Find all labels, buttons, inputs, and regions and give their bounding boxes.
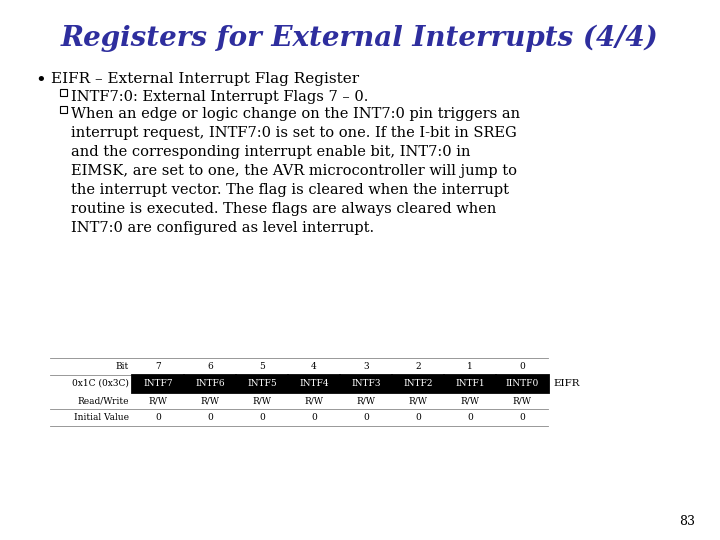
Text: INTF4: INTF4 <box>300 379 329 388</box>
Text: Initial Value: Initial Value <box>74 413 129 422</box>
Text: 0x1C (0x3C): 0x1C (0x3C) <box>72 379 129 388</box>
Bar <box>60 89 67 96</box>
Text: R/W: R/W <box>200 396 220 405</box>
Text: INTF7:0: External Interrupt Flags 7 – 0.: INTF7:0: External Interrupt Flags 7 – 0. <box>71 90 369 104</box>
Text: INTF3: INTF3 <box>351 379 381 388</box>
Text: R/W: R/W <box>148 396 168 405</box>
Text: 3: 3 <box>363 362 369 371</box>
Bar <box>132 375 548 392</box>
Text: 0: 0 <box>415 413 421 422</box>
Text: R/W: R/W <box>253 396 271 405</box>
Text: 0: 0 <box>311 413 317 422</box>
Text: 7: 7 <box>155 362 161 371</box>
Text: 6: 6 <box>207 362 213 371</box>
Text: Read/Write: Read/Write <box>78 396 129 405</box>
Text: 0: 0 <box>519 362 525 371</box>
Text: 0: 0 <box>363 413 369 422</box>
Text: EIFR: EIFR <box>553 379 580 388</box>
Text: 0: 0 <box>467 413 473 422</box>
Text: 0: 0 <box>259 413 265 422</box>
Text: 0: 0 <box>207 413 213 422</box>
Text: 0: 0 <box>155 413 161 422</box>
Bar <box>288 375 340 392</box>
Text: INTF7: INTF7 <box>143 379 173 388</box>
Text: INTF5: INTF5 <box>247 379 277 388</box>
Bar <box>340 375 392 392</box>
Text: INTF1: INTF1 <box>455 379 485 388</box>
Text: Registers for External Interrupts (4/4): Registers for External Interrupts (4/4) <box>61 25 659 52</box>
Text: R/W: R/W <box>408 396 428 405</box>
Text: 4: 4 <box>311 362 317 371</box>
Bar <box>496 375 548 392</box>
Text: 2: 2 <box>415 362 420 371</box>
Text: R/W: R/W <box>513 396 531 405</box>
Bar <box>392 375 444 392</box>
Bar <box>236 375 288 392</box>
Text: When an edge or logic change on the INT7:0 pin triggers an
interrupt request, IN: When an edge or logic change on the INT7… <box>71 107 520 235</box>
Text: R/W: R/W <box>305 396 323 405</box>
Text: 0: 0 <box>519 413 525 422</box>
Text: R/W: R/W <box>461 396 480 405</box>
Text: •: • <box>35 72 46 90</box>
Text: R/W: R/W <box>356 396 376 405</box>
Text: EIFR – External Interrupt Flag Register: EIFR – External Interrupt Flag Register <box>51 72 359 86</box>
Bar <box>444 375 496 392</box>
Bar <box>132 375 184 392</box>
Text: 83: 83 <box>679 515 695 528</box>
Text: INTF6: INTF6 <box>195 379 225 388</box>
Text: INTF2: INTF2 <box>403 379 433 388</box>
Bar <box>60 106 67 113</box>
Bar <box>184 375 236 392</box>
Text: Bit: Bit <box>116 362 129 371</box>
Text: 1: 1 <box>467 362 473 371</box>
Text: IINTF0: IINTF0 <box>505 379 539 388</box>
Text: 5: 5 <box>259 362 265 371</box>
